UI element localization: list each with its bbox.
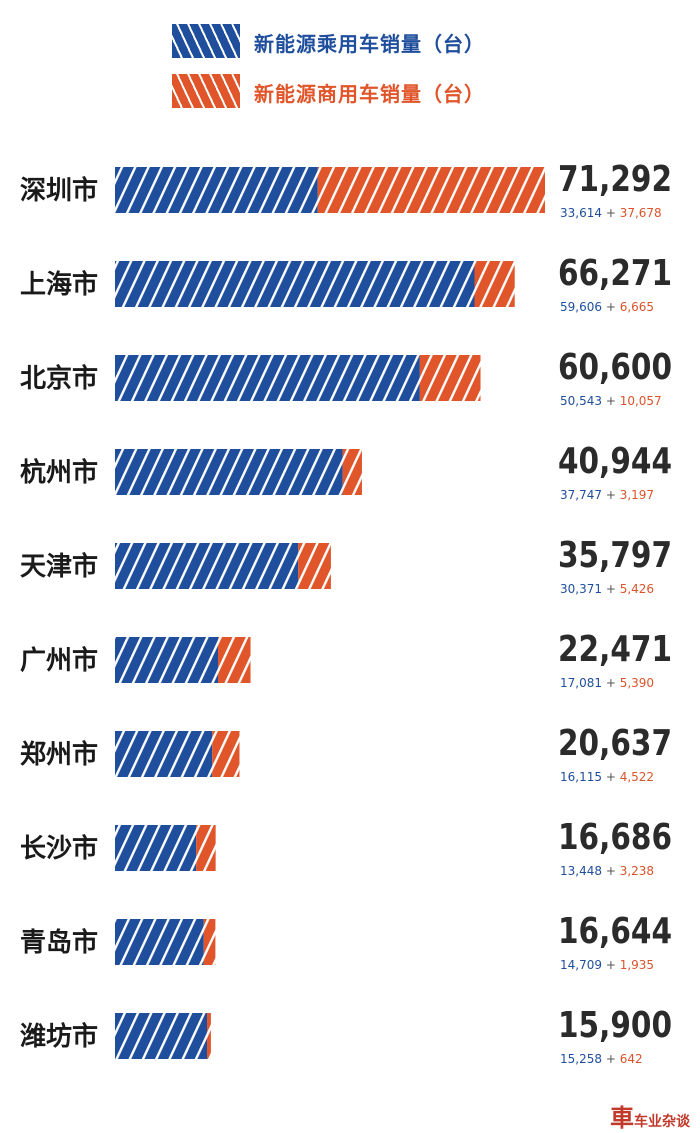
category-label: 广州市 [20,645,98,676]
commercial-value: 642 [620,1052,643,1066]
plus-sign: + [602,488,620,502]
plus-sign: + [602,958,620,972]
bar-passenger [115,261,475,307]
bar-passenger [115,543,299,589]
bar-passenger [115,919,204,965]
plus-sign: + [602,676,620,690]
category-label: 长沙市 [20,833,98,864]
breakdown-label: 30,371 + 5,426 [560,582,654,596]
total-label: 60,600 [558,347,672,388]
legend-item-passenger: 新能源乘用车销量（台） [172,24,592,60]
bar-passenger [115,637,219,683]
bar-commercial [203,919,216,965]
total-label: 22,471 [558,629,672,670]
bar-commercial [298,543,331,589]
commercial-value: 4,522 [620,770,654,784]
breakdown-label: 59,606 + 6,665 [560,300,654,314]
watermark: 車车业杂谈 [610,1098,690,1132]
total-label: 40,944 [558,441,672,482]
category-label: 郑州市 [20,739,98,770]
total-label: 16,686 [558,817,672,858]
bars: 深圳市 71,292 33,614 + 37,678 上海市 66,271 59,606 … [20,159,672,1066]
category-label: 北京市 [20,363,98,394]
breakdown-label: 33,614 + 37,678 [560,206,662,220]
bar-commercial [218,637,251,683]
bar-commercial [474,261,515,307]
bar-passenger [115,1013,208,1059]
breakdown-label: 15,258 + 642 [560,1052,643,1066]
commercial-value: 37,678 [620,206,662,220]
legend-label-passenger: 新能源乘用车销量（台） [254,32,485,56]
commercial-value: 1,935 [620,958,654,972]
bar-commercial [419,355,481,401]
bar-commercial [207,1013,211,1059]
legend-swatch-passenger [172,24,240,58]
legend-item-commercial: 新能源商用车销量（台） [172,74,592,110]
watermark-text: 车业杂谈 [634,1114,690,1130]
commercial-value: 3,197 [620,488,654,502]
watermark-logo: 車 [610,1103,634,1132]
passenger-value: 15,258 [560,1052,602,1066]
passenger-value: 37,747 [560,488,602,502]
commercial-value: 6,665 [620,300,654,314]
bar-passenger [115,355,420,401]
total-label: 66,271 [558,253,672,294]
total-label: 71,292 [558,159,672,200]
breakdown-label: 16,115 + 4,522 [560,770,654,784]
bar-passenger [115,825,197,871]
legend-swatch-commercial [172,74,240,108]
category-label: 上海市 [20,269,98,300]
breakdown-label: 50,543 + 10,057 [560,394,662,408]
passenger-value: 59,606 [560,300,602,314]
bar-passenger [115,167,318,213]
category-label: 潍坊市 [20,1021,98,1052]
plus-sign: + [602,582,620,596]
plus-sign: + [602,1052,620,1066]
category-label: 青岛市 [20,927,98,958]
breakdown-label: 17,081 + 5,390 [560,676,654,690]
passenger-value: 14,709 [560,958,602,972]
breakdown-label: 37,747 + 3,197 [560,488,654,502]
total-label: 20,637 [558,723,672,764]
plus-sign: + [602,864,620,878]
category-label: 杭州市 [20,457,98,488]
breakdown-label: 14,709 + 1,935 [560,958,654,972]
bar-commercial [317,167,545,213]
commercial-value: 5,426 [620,582,654,596]
legend-label-commercial: 新能源商用车销量（台） [254,82,485,106]
bar-passenger [115,731,213,777]
total-label: 16,644 [558,911,672,952]
bar-commercial [196,825,216,871]
bar-passenger [115,449,343,495]
plus-sign: + [602,770,620,784]
plus-sign: + [602,394,620,408]
total-label: 15,900 [558,1005,672,1046]
commercial-value: 10,057 [620,394,662,408]
passenger-value: 13,448 [560,864,602,878]
bar-commercial [212,731,240,777]
passenger-value: 17,081 [560,676,602,690]
plus-sign: + [602,206,620,220]
passenger-value: 30,371 [560,582,602,596]
commercial-value: 3,238 [620,864,654,878]
passenger-value: 16,115 [560,770,602,784]
commercial-value: 5,390 [620,676,654,690]
passenger-value: 33,614 [560,206,602,220]
plus-sign: + [602,300,620,314]
passenger-value: 50,543 [560,394,602,408]
total-label: 35,797 [558,535,672,576]
bar-commercial [342,449,362,495]
category-label: 深圳市 [20,175,98,206]
category-label: 天津市 [20,551,98,582]
breakdown-label: 13,448 + 3,238 [560,864,654,878]
